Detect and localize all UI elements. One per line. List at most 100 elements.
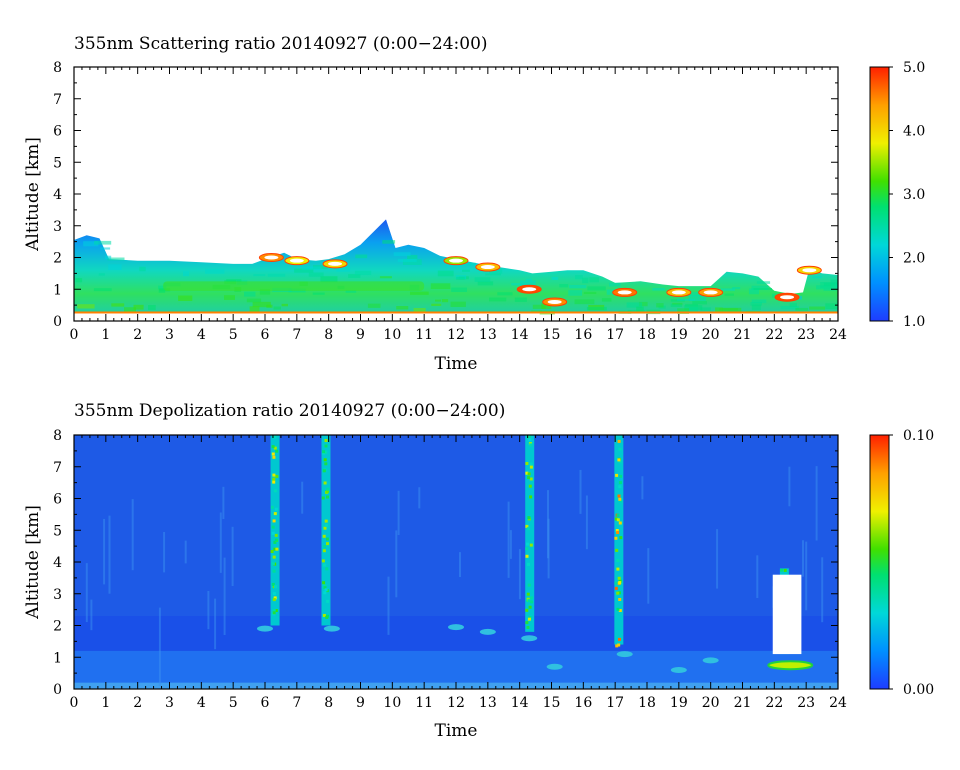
aerosol-feature	[767, 660, 814, 671]
heatmap-cell	[789, 302, 797, 307]
heatmap-cell	[148, 305, 156, 311]
cloud-feature	[521, 635, 538, 642]
heatmap-cell	[94, 240, 112, 245]
depol-cell	[529, 465, 533, 469]
colorbar-tick-label: 1.0	[903, 314, 925, 330]
depol-cell	[619, 499, 623, 503]
depol-cell	[271, 582, 275, 586]
depol-cell	[616, 531, 620, 534]
depol-cell	[614, 586, 618, 590]
colorbar-tick-label: 4.0	[903, 124, 925, 140]
y-tick-label: 0	[53, 682, 62, 698]
depol-cell	[618, 481, 622, 485]
depol-cell	[322, 469, 326, 473]
ice-column	[614, 435, 624, 645]
heatmap-streak	[231, 526, 234, 586]
depol-cell	[617, 439, 621, 443]
depol-cell	[323, 458, 327, 462]
depol-cell	[614, 536, 618, 540]
heatmap-streak	[131, 499, 134, 571]
heatmap-cell	[589, 277, 599, 283]
heatmap-cell	[308, 272, 324, 277]
heatmap-cell	[489, 297, 507, 302]
depol-cell	[324, 444, 328, 448]
depol-cell	[271, 445, 275, 449]
x-tick-label: 8	[324, 695, 333, 711]
heatmap-cell	[489, 268, 503, 274]
depol-cell	[323, 481, 327, 485]
heatmap-cell	[302, 266, 322, 270]
x-tick-label: 12	[447, 695, 465, 711]
heatmap-streak	[85, 563, 88, 623]
heatmap-cell	[75, 278, 83, 283]
depol-cell	[530, 600, 534, 604]
depol-cell	[273, 489, 277, 493]
depol-cell	[326, 495, 329, 499]
depol-cell	[274, 538, 278, 542]
heatmap-streak	[418, 487, 421, 509]
depol-cell	[324, 439, 328, 442]
heatmap-cell	[253, 274, 266, 277]
depol-cell	[270, 550, 274, 553]
x-tick-label: 13	[479, 327, 497, 343]
heatmap-cell	[178, 295, 193, 301]
aerosol-core	[163, 281, 425, 291]
depol-cell	[272, 455, 276, 459]
heatmap-cell	[105, 255, 112, 260]
x-tick-label: 8	[324, 327, 333, 343]
x-tick-label: 16	[574, 695, 592, 711]
heatmap-cell	[748, 288, 759, 295]
heatmap-cell	[559, 284, 569, 288]
heatmap-cell	[541, 303, 552, 309]
heatmap-cell	[753, 288, 772, 290]
saturated-core	[547, 299, 562, 304]
heatmap-cell	[751, 304, 761, 311]
heatmap-cell	[670, 303, 683, 307]
depol-cell	[527, 516, 531, 520]
heatmap-cell	[450, 301, 466, 307]
heatmap-cell	[601, 298, 612, 302]
cloud-feature	[479, 628, 496, 635]
depol-cell	[616, 607, 620, 611]
saturated-core	[522, 287, 537, 292]
depol-cell	[527, 476, 531, 480]
depol-cell	[322, 450, 326, 454]
depol-cell	[321, 559, 325, 563]
heatmap-cell	[575, 275, 583, 280]
heatmap-streak	[756, 555, 759, 598]
depol-cell	[271, 531, 275, 535]
saturated-core	[328, 261, 343, 266]
colorbar-tick-label: 0.00	[903, 682, 934, 698]
heatmap-cell	[474, 277, 491, 282]
heatmap-streak	[397, 490, 400, 535]
y-tick-label: 3	[53, 587, 62, 603]
heatmap-cell	[435, 299, 441, 302]
x-tick-label: 16	[574, 327, 592, 343]
heatmap-cell	[582, 277, 589, 284]
cloud-feature	[546, 663, 563, 670]
depol-cell	[617, 591, 621, 595]
heatmap-cell	[520, 280, 536, 287]
depol-cell	[272, 569, 276, 573]
y-axis: 0 1 2 3 4 5 6 7 8	[53, 428, 838, 698]
heatmap-streak	[158, 607, 161, 686]
depol-cell	[525, 524, 529, 528]
y-axis-label: Altitude [km]	[23, 137, 43, 252]
depol-cell	[323, 586, 327, 590]
heatmap-layer	[74, 219, 838, 315]
heatmap-cell	[396, 306, 409, 310]
heatmap-cell	[355, 254, 368, 259]
x-tick-label: 24	[829, 327, 847, 343]
depol-cell	[326, 487, 330, 491]
saturated-core	[449, 258, 463, 263]
depol-cell	[527, 617, 531, 621]
depol-cell	[323, 584, 327, 587]
heatmap-cell	[267, 273, 286, 277]
depol-cell	[271, 452, 275, 456]
heatmap-streak	[802, 540, 804, 577]
y-tick-label: 8	[53, 428, 62, 444]
x-tick-label: 7	[292, 695, 301, 711]
depol-cell	[270, 505, 274, 509]
depol-cell	[527, 583, 531, 587]
depol-cell	[324, 588, 328, 592]
